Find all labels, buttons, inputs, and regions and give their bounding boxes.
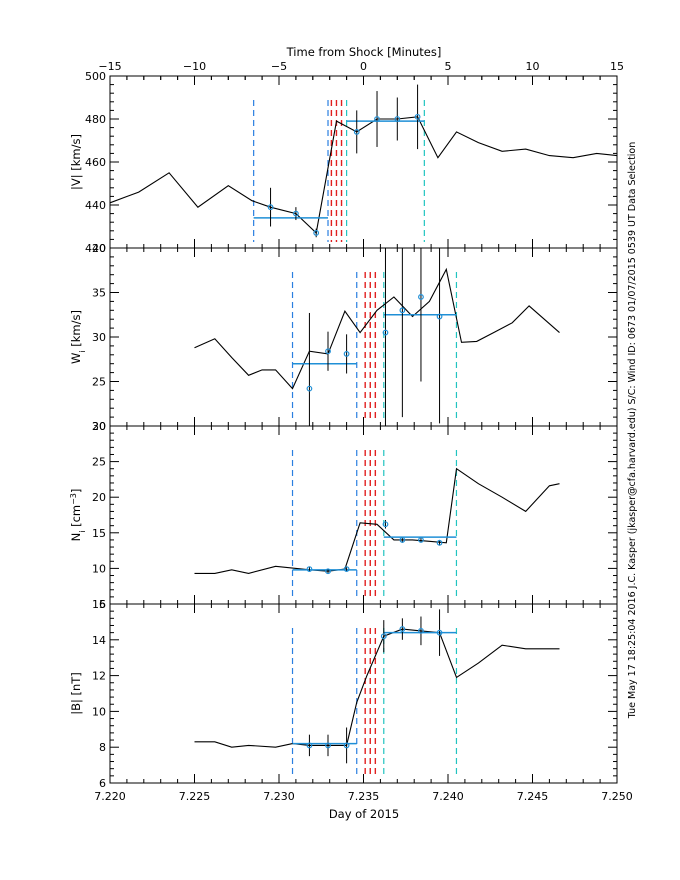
x-tick-label: 7.245 xyxy=(517,790,549,803)
panel-N-data-point xyxy=(343,566,350,573)
panel-N-data-point xyxy=(436,539,443,546)
panel-B-ytick-label: 8 xyxy=(99,741,106,754)
panel-N-series-line xyxy=(194,467,560,574)
panel-W-ylabel: Wi [km/s] xyxy=(69,310,87,364)
panel-N-ytick-label: 20 xyxy=(92,491,106,504)
panel-B-ytick-label: 14 xyxy=(92,634,106,647)
panel-N-ytick-label: 5 xyxy=(99,598,106,611)
panel-N-ylabel: Ni [cm−3] xyxy=(69,489,87,542)
panel-B-ytick-label: 12 xyxy=(92,670,106,683)
top-axis-tick-label: 0 xyxy=(360,60,367,73)
panel-B-data-point xyxy=(399,626,406,632)
x-tick-label: 7.240 xyxy=(432,790,464,803)
x-tick-label: 7.235 xyxy=(348,790,380,803)
panel-V-ytick-label: 500 xyxy=(85,70,106,83)
panel-B-data-point xyxy=(380,633,387,640)
panel-W-ytick-label: 35 xyxy=(92,287,106,300)
panel-N-ytick-label: 15 xyxy=(92,527,106,540)
panel-N-frame xyxy=(109,425,618,605)
panel-V-data-point xyxy=(374,116,380,122)
top-axis-title: Time from Shock [Minutes] xyxy=(286,45,442,59)
panel-W-ytick-label: 20 xyxy=(92,420,106,433)
panel-W-ytick-label: 25 xyxy=(92,376,106,389)
x-tick-label: 7.230 xyxy=(263,790,295,803)
panel-B-data-point xyxy=(418,627,424,634)
panel-N-data-point xyxy=(399,537,406,543)
x-axis-title: Day of 2015 xyxy=(329,807,399,821)
top-axis-tick-label: 10 xyxy=(526,60,540,73)
panel-V-frame xyxy=(109,75,618,249)
panel-V-data-point xyxy=(414,113,421,120)
panel-V-ytick-label: 440 xyxy=(85,199,106,212)
panel-V-data-point xyxy=(293,210,299,217)
panel-W-ytick-label: 30 xyxy=(92,331,106,344)
panel-V-ytick-label: 460 xyxy=(85,156,106,169)
panel-V-data-point xyxy=(267,204,274,211)
panel-W-data-point xyxy=(436,313,443,320)
panel-B-data-point xyxy=(306,742,313,749)
panel-W-series-line xyxy=(194,267,560,390)
panel-B-ytick-label: 10 xyxy=(92,705,106,718)
panel-N-data-point xyxy=(418,537,424,543)
panel-W-data-point xyxy=(325,348,331,355)
panel-B-data-point xyxy=(325,742,331,749)
panel-N-ytick-label: 30 xyxy=(92,420,106,433)
panel-N-ytick-label: 10 xyxy=(92,562,106,575)
top-axis-tick-label: 5 xyxy=(445,60,452,73)
panel-V-ylabel: |V| [km/s] xyxy=(69,134,83,190)
panel-N-data-point xyxy=(382,521,389,528)
panel-W-data-point xyxy=(399,307,406,314)
panel-N-data-point xyxy=(306,566,313,573)
panel-B-frame xyxy=(109,603,618,784)
x-tick-label: 7.250 xyxy=(601,790,633,803)
x-tick-label: 7.225 xyxy=(179,790,211,803)
panel-B-ylabel: |B| [nT] xyxy=(69,672,83,715)
top-axis-tick-label: −5 xyxy=(271,60,287,73)
side-annotation: Tue May 17 18:25:04 2016 J.C. Kasper (jk… xyxy=(627,142,638,720)
panel-B-data-point xyxy=(343,742,350,749)
panel-V-ytick-label: 420 xyxy=(85,242,106,255)
top-axis-tick-label: −10 xyxy=(183,60,206,73)
panel-B-series-line xyxy=(194,628,560,748)
top-axis-tick-label: −15 xyxy=(98,60,121,73)
plot-panels: 420 440 460 480 500 |V| [km/s] 20 25 30 35 40 Wi [k… xyxy=(69,60,633,803)
panel-B-ytick-label: 6 xyxy=(99,777,106,790)
panel-B-data-point xyxy=(436,629,443,636)
panel-V-data-point xyxy=(353,128,360,135)
panel-V-ytick-label: 480 xyxy=(85,113,106,126)
panel-W-data-point xyxy=(382,329,389,336)
x-tick-label: 7.220 xyxy=(94,790,126,803)
panel-W-ytick-label: 40 xyxy=(92,242,106,255)
top-axis-tick-label: 15 xyxy=(610,60,624,73)
panel-B-ytick-label: 16 xyxy=(92,598,106,611)
panel-N-ytick-label: 25 xyxy=(92,456,106,469)
panel-W-frame xyxy=(109,247,618,427)
panel-W-data-point xyxy=(306,385,313,392)
panel-N-data-point xyxy=(325,568,331,575)
panel-W-data-point xyxy=(418,294,424,300)
panel-W-data-point xyxy=(343,351,350,357)
panel-V-data-point xyxy=(313,230,320,236)
panel-V-data-point xyxy=(394,116,401,122)
panel-V-series-line xyxy=(109,116,618,235)
